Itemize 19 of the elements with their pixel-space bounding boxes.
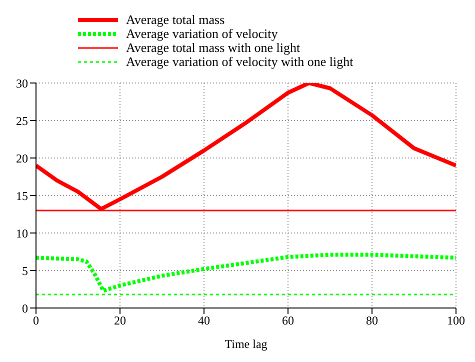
legend-label: Average total mass with one light bbox=[126, 40, 300, 55]
legend-label: Average total mass bbox=[126, 12, 225, 27]
legend-label: Average variation of velocity bbox=[126, 26, 278, 41]
x-tick-label: 60 bbox=[282, 314, 294, 328]
x-tick-label: 100 bbox=[447, 314, 465, 328]
y-tick-label: 20 bbox=[16, 151, 28, 166]
x-axis-title: Time lag bbox=[224, 337, 268, 351]
x-tick-label: 0 bbox=[33, 314, 39, 328]
y-tick-label: 30 bbox=[16, 76, 28, 90]
y-tick-label: 10 bbox=[16, 226, 28, 240]
y-tick-label: 25 bbox=[16, 114, 28, 128]
x-tick-label: 80 bbox=[366, 314, 378, 328]
legend-label: Average variation of velocity with one light bbox=[126, 54, 354, 69]
y-tick-label: 5 bbox=[22, 264, 28, 278]
y-tick-label: 0 bbox=[22, 301, 28, 316]
x-tick-label: 40 bbox=[198, 314, 210, 328]
y-tick-label: 15 bbox=[16, 188, 28, 203]
x-tick-label: 20 bbox=[114, 314, 126, 328]
line-series bbox=[36, 252, 456, 293]
